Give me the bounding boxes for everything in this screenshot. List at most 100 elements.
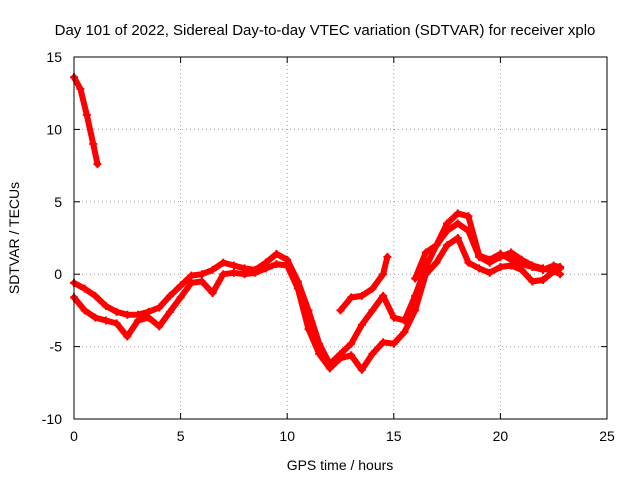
x-tick-label: 20: [493, 428, 509, 444]
data-point: [453, 209, 462, 218]
data-point: [315, 349, 324, 358]
x-tick-label: 10: [279, 428, 295, 444]
data-point: [283, 261, 292, 270]
data-point: [229, 261, 238, 270]
data-point: [229, 268, 238, 277]
data-point: [208, 265, 217, 274]
data-point: [82, 110, 91, 119]
data-point: [176, 293, 185, 302]
data-point: [357, 365, 366, 374]
data-point: [112, 307, 121, 316]
data-point: [336, 354, 345, 363]
data-point: [539, 275, 548, 284]
data-point: [219, 258, 228, 267]
x-tick-label: 15: [386, 428, 402, 444]
data-point: [411, 306, 420, 315]
data-point: [123, 310, 132, 319]
data-point: [368, 284, 377, 293]
data-point: [208, 289, 217, 298]
data-point: [325, 364, 334, 373]
data-point: [155, 303, 164, 312]
data-point: [368, 349, 377, 358]
data-point: [421, 248, 430, 257]
data-point: [389, 313, 398, 322]
data-point: [507, 248, 516, 257]
axis-ticks: 0 5 10 15 20 25 -10 -5 0 5 10 15: [42, 49, 615, 444]
series-arc-1: [71, 74, 101, 168]
data-point: [76, 84, 85, 93]
data-point: [112, 319, 121, 328]
data-point: [80, 284, 89, 293]
data-point: [155, 322, 164, 331]
data-point: [485, 268, 494, 277]
data-point: [556, 262, 565, 271]
data-point: [485, 255, 494, 264]
data-point: [475, 264, 484, 273]
data-point: [432, 241, 441, 250]
data-point: [133, 316, 142, 325]
data-point: [357, 320, 366, 329]
data-point: [304, 325, 313, 334]
data-point: [475, 251, 484, 260]
data-point: [91, 291, 100, 300]
data-point: [453, 219, 462, 228]
data-point: [421, 270, 430, 279]
data-point: [549, 261, 558, 270]
data-point: [101, 316, 110, 325]
data-point: [123, 332, 132, 341]
y-axis-label: SDTVAR / TECUs: [6, 182, 22, 294]
data-point: [379, 291, 388, 300]
data-point: [187, 271, 196, 280]
data-point: [80, 306, 89, 315]
y-tick-label: 0: [54, 266, 62, 282]
data-point: [443, 241, 452, 250]
data-point: [528, 277, 537, 286]
x-tick-label: 5: [177, 428, 185, 444]
y-tick-label: -5: [50, 339, 63, 355]
data-point: [411, 274, 420, 283]
data-point: [176, 281, 185, 290]
x-tick-label: 25: [599, 428, 615, 444]
chart-title: Day 101 of 2022, Sidereal Day-to-day VTE…: [55, 22, 596, 39]
data-point: [165, 307, 174, 316]
data-point: [219, 270, 228, 279]
data-point: [336, 306, 345, 315]
data-point: [293, 284, 302, 293]
data-point: [165, 291, 174, 300]
data-point: [197, 277, 206, 286]
y-tick-label: 10: [46, 121, 62, 137]
data-point: [400, 328, 409, 337]
data-point: [251, 268, 260, 277]
x-axis-label: GPS time / hours: [287, 457, 394, 473]
data-point: [101, 302, 110, 311]
data-point: [496, 262, 505, 271]
data-point: [432, 258, 441, 267]
data-point: [379, 338, 388, 347]
data-point: [272, 260, 281, 269]
y-tick-label: 5: [54, 194, 62, 210]
data-point: [144, 313, 153, 322]
data-point: [507, 255, 516, 264]
data-point: [464, 212, 473, 221]
data-point: [347, 293, 356, 302]
plot-frame: [73, 56, 608, 420]
y-tick-label: -10: [42, 411, 62, 427]
data-point: [517, 260, 526, 269]
data-point: [443, 219, 452, 228]
grid: [74, 57, 607, 419]
data-point: [240, 270, 249, 279]
data-point: [187, 278, 196, 287]
data-point: [389, 339, 398, 348]
data-point: [464, 258, 473, 267]
data-point: [383, 252, 392, 261]
data-point: [347, 351, 356, 360]
data-point: [89, 139, 98, 148]
data-series: [70, 73, 565, 374]
data-point: [357, 291, 366, 300]
data-point: [453, 234, 462, 242]
data-point: [539, 265, 548, 274]
data-point: [528, 262, 537, 271]
data-point: [261, 264, 270, 273]
data-point: [197, 270, 206, 279]
